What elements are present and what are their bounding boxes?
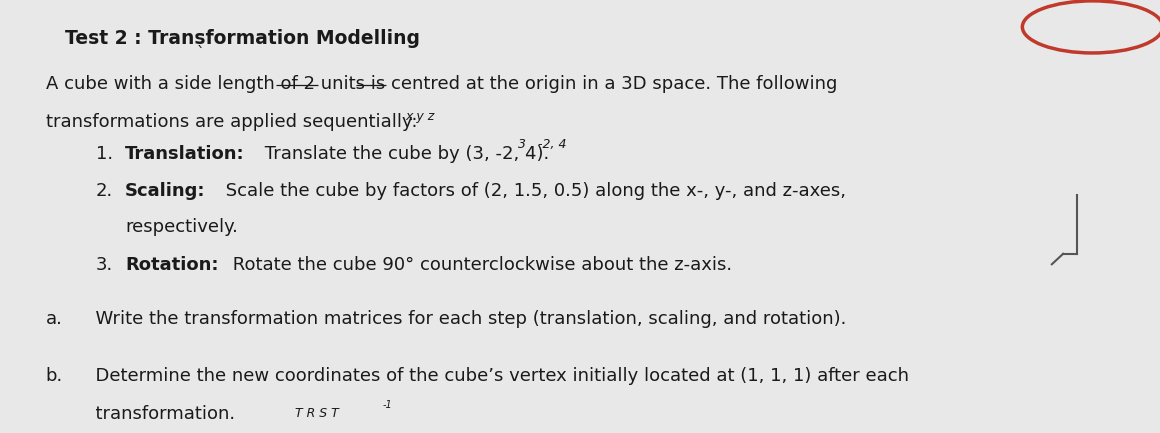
Text: a.: a. <box>46 310 63 329</box>
Text: -1: -1 <box>383 400 392 410</box>
Text: Write the transformation matrices for each step (translation, scaling, and rotat: Write the transformation matrices for ea… <box>85 310 847 329</box>
Text: Test 2 : Transformation Modelling: Test 2 : Transformation Modelling <box>65 29 420 48</box>
Text: Rotation:: Rotation: <box>125 256 218 274</box>
Text: 1.: 1. <box>95 145 113 162</box>
Text: transformation.: transformation. <box>85 405 235 423</box>
Text: 3.: 3. <box>95 256 113 274</box>
Text: Translation:: Translation: <box>125 145 245 162</box>
Text: Scaling:: Scaling: <box>125 182 205 200</box>
Text: respectively.: respectively. <box>125 218 238 236</box>
Text: 3 , -2, 4: 3 , -2, 4 <box>519 138 567 151</box>
Text: A cube with a side length of 2 units is centred at the origin in a 3D space. The: A cube with a side length of 2 units is … <box>46 75 838 93</box>
Text: Translate the cube by (3, -2, 4).: Translate the cube by (3, -2, 4). <box>259 145 549 162</box>
Text: x y z: x y z <box>405 110 434 123</box>
Text: ˋ: ˋ <box>197 46 205 61</box>
Text: Rotate the cube 90° counterclockwise about the z-axis.: Rotate the cube 90° counterclockwise abo… <box>227 256 732 274</box>
Text: transformations are applied sequentially:: transformations are applied sequentially… <box>46 113 418 131</box>
Text: b.: b. <box>46 367 63 385</box>
Text: 2.: 2. <box>95 182 113 200</box>
Text: T R S T: T R S T <box>295 407 339 420</box>
Text: Scale the cube by factors of (2, 1.5, 0.5) along the x-, y-, and z-axes,: Scale the cube by factors of (2, 1.5, 0.… <box>220 182 847 200</box>
Text: Determine the new coordinates of the cube’s vertex initially located at (1, 1, 1: Determine the new coordinates of the cub… <box>85 367 909 385</box>
